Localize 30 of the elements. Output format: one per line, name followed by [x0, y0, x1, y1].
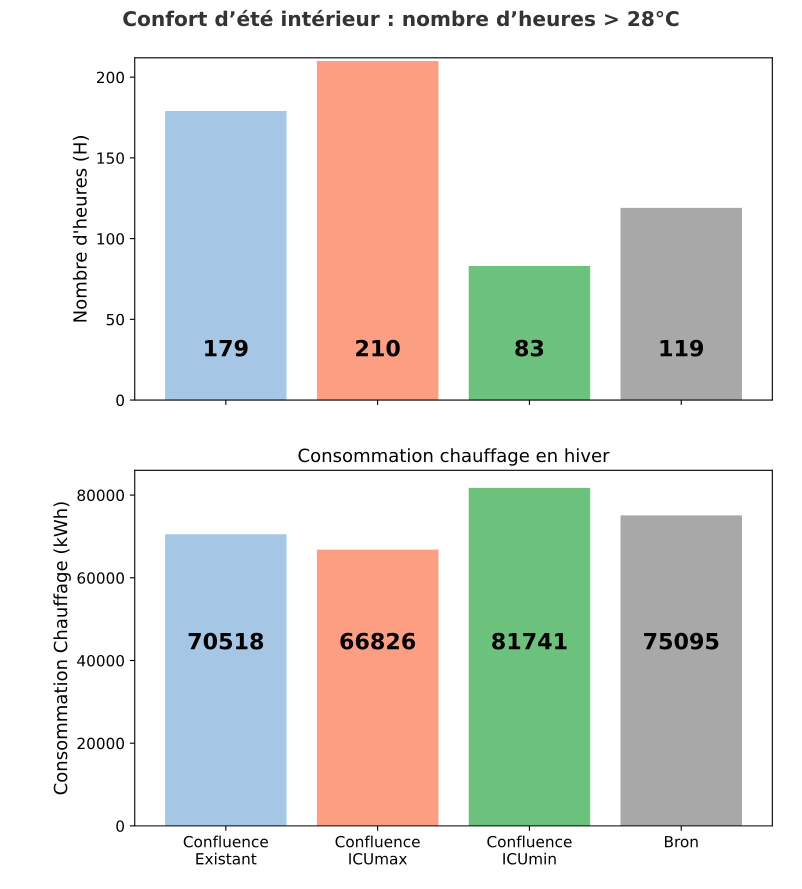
- bar: [468, 266, 590, 400]
- y-tick-label: 0: [116, 820, 124, 832]
- y-axis-title: Consommation Chauffage (kWh): [53, 502, 71, 794]
- y-tick-label: 60000: [77, 572, 124, 584]
- data-label: 179: [205, 340, 248, 357]
- y-tick-label: 100: [98, 233, 124, 245]
- data-label: 75095: [644, 632, 718, 650]
- data-label: 66826: [340, 632, 416, 650]
- y-tick-label: 150: [98, 152, 124, 164]
- bar: [165, 111, 287, 400]
- y-tick-label: 80000: [77, 490, 124, 502]
- bar: [316, 61, 438, 400]
- chart-title: Consommation chauffage en hiver: [298, 448, 610, 466]
- y-tick-label: 20000: [78, 738, 124, 750]
- y-tick-label: 40000: [77, 654, 124, 667]
- data-label: 210: [356, 340, 400, 357]
- y-tick-label: 50: [106, 314, 124, 326]
- y-axis-title: Nombre d'heures (H): [72, 136, 89, 322]
- data-label: 81741: [492, 632, 567, 650]
- data-label: 83: [515, 340, 544, 357]
- x-tick-label: Confluence ICUmax: [336, 836, 420, 865]
- x-tick-label: Bron: [665, 836, 698, 848]
- y-tick-label: 0: [116, 394, 124, 406]
- data-label: 70518: [188, 632, 264, 650]
- x-tick-label: Confluence Existant: [184, 836, 268, 865]
- y-tick-label: 200: [96, 72, 124, 84]
- data-label: 119: [660, 340, 704, 357]
- chart-title: Confort d’été intérieur : nombre d’heures > 28°C: [123, 10, 678, 26]
- x-tick-label: Confluence ICUmin: [487, 836, 572, 865]
- bar: [620, 208, 742, 400]
